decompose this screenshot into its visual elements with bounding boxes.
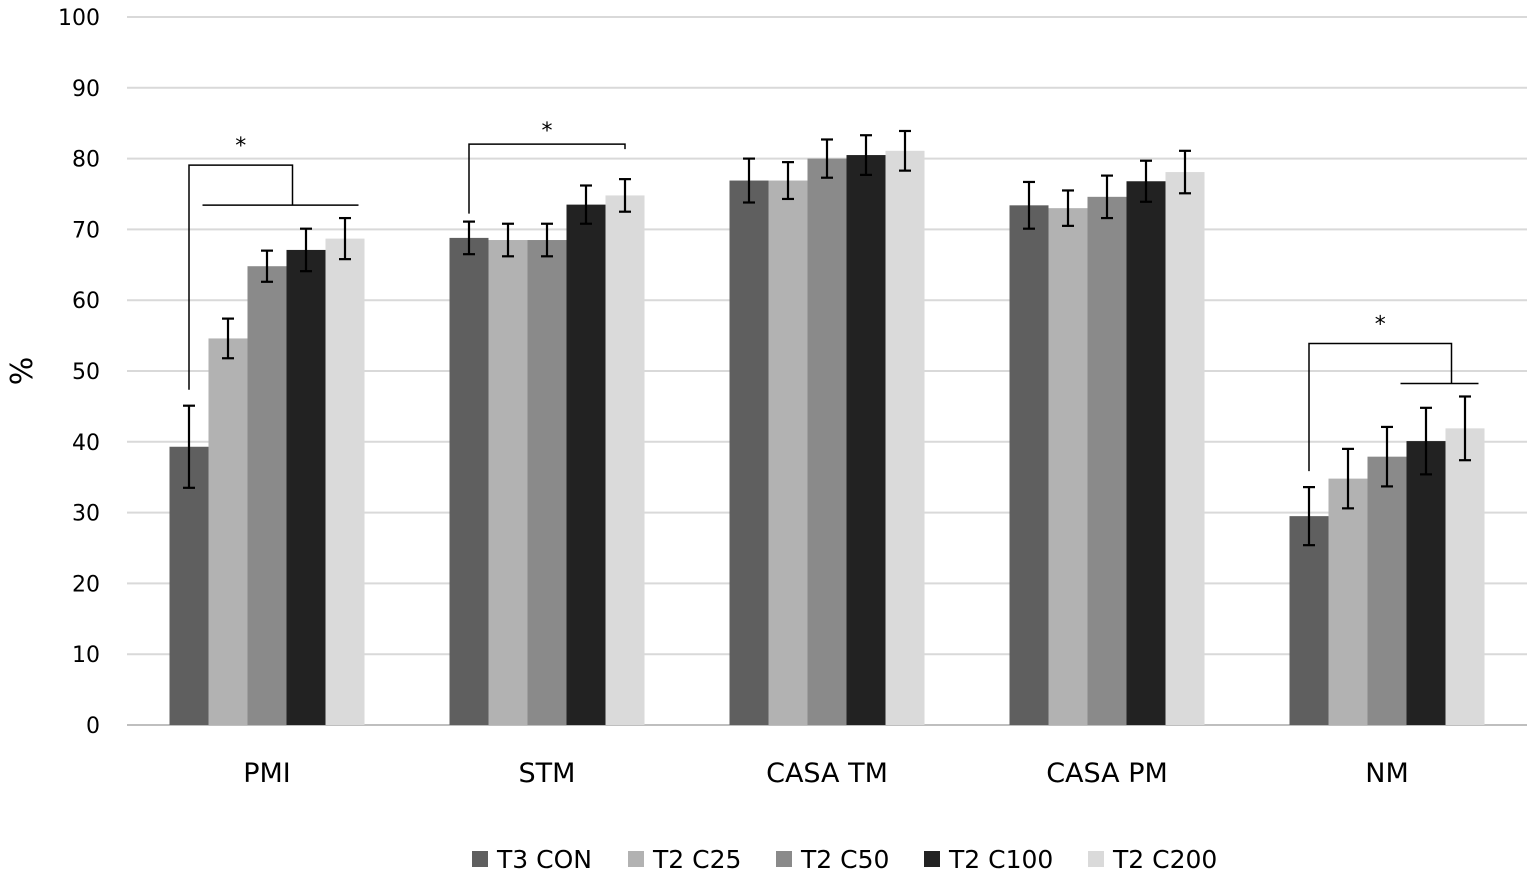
legend: T3 CON T2 C25 T2 C50 T2 C100 T2 C200: [472, 845, 1217, 874]
error-bar: [1179, 149, 1191, 195]
error-bars: [183, 129, 1471, 547]
significance-star: *: [1375, 312, 1386, 337]
y-axis-label: %: [5, 357, 40, 386]
legend-item: T2 C50: [776, 845, 889, 874]
y-tick-label: 10: [72, 643, 100, 668]
legend-swatch: [472, 851, 488, 867]
error-bar: [619, 178, 631, 213]
legend-label: T2 C25: [652, 845, 741, 874]
bars: [169, 150, 1485, 726]
bracket-line: [1308, 342, 1453, 472]
legend-label: T2 C200: [1112, 845, 1217, 874]
error-bar: [300, 227, 312, 273]
error-bar: [1140, 159, 1152, 203]
legend-swatch: [628, 851, 644, 867]
error-bar: [261, 249, 273, 283]
significance-star: *: [542, 119, 553, 144]
bar: [1406, 441, 1446, 725]
error-bar: [743, 157, 755, 204]
x-category-label: PMI: [243, 758, 291, 789]
bar: [1445, 428, 1485, 725]
bar: [885, 150, 925, 725]
y-tick-label: 70: [72, 218, 100, 243]
significance-bracket: *: [188, 134, 359, 390]
bar: [286, 249, 326, 725]
x-category-label: CASA PM: [1046, 758, 1168, 789]
bar: [605, 195, 645, 725]
y-tick-label: 100: [58, 6, 100, 31]
significance-star: *: [235, 134, 246, 159]
bracket-line: [468, 143, 626, 214]
x-category-label: STM: [519, 758, 576, 789]
error-bar: [1342, 447, 1354, 510]
y-tick-label: 80: [72, 148, 100, 173]
x-category-label: CASA TM: [766, 758, 888, 789]
legend-item: T2 C200: [1088, 845, 1217, 874]
error-bar: [782, 161, 794, 201]
bar: [488, 240, 528, 725]
bar: [768, 180, 808, 726]
bar: [169, 446, 209, 725]
error-bar: [860, 134, 872, 176]
legend-label: T2 C100: [948, 845, 1053, 874]
error-bar: [502, 222, 514, 258]
bar: [729, 180, 769, 726]
legend-swatch: [1088, 851, 1104, 867]
y-tick-label: 20: [72, 572, 100, 597]
y-tick-label: 30: [72, 502, 100, 527]
bar: [449, 237, 489, 725]
significance-bracket: *: [468, 119, 626, 214]
error-bar: [339, 216, 351, 261]
bar: [566, 204, 606, 725]
error-bar: [541, 222, 553, 258]
bar: [1367, 456, 1407, 725]
significance-brackets: * * *: [188, 119, 1479, 472]
bar: [1048, 208, 1088, 725]
error-bar: [899, 129, 911, 172]
error-bar: [183, 404, 195, 489]
error-bar: [463, 220, 475, 256]
y-axis-ticks: 0 10 20 30 40 50 60 70 80 90 100: [58, 6, 100, 739]
x-axis-categories: PMI STM CASA TM CASA PM NM: [243, 758, 1409, 789]
error-bar: [222, 317, 234, 360]
bar: [527, 240, 567, 725]
bar: [1165, 172, 1205, 725]
bar: [807, 158, 847, 726]
error-bar: [580, 184, 592, 225]
bracket-line: [188, 164, 294, 390]
legend-item: T2 C25: [628, 845, 741, 874]
bar: [1009, 205, 1049, 725]
bar: [1289, 516, 1329, 725]
legend-swatch: [924, 851, 940, 867]
legend-swatch: [776, 851, 792, 867]
legend-item: T2 C100: [924, 845, 1053, 874]
error-bar: [1381, 425, 1393, 488]
error-bar: [821, 138, 833, 179]
bar: [1328, 478, 1368, 725]
error-bar: [1062, 189, 1074, 227]
y-tick-label: 50: [72, 360, 100, 385]
bar: [247, 266, 287, 725]
bar: [1126, 181, 1166, 726]
error-bar: [1420, 406, 1432, 476]
error-bar: [1459, 395, 1471, 462]
legend-label: T3 CON: [496, 845, 592, 874]
bar: [325, 238, 365, 725]
error-bar: [1303, 486, 1315, 547]
legend-item: T3 CON: [472, 845, 592, 874]
y-tick-label: 60: [72, 289, 100, 314]
significance-bracket: *: [1308, 312, 1479, 472]
bar: [846, 155, 886, 725]
y-tick-label: 40: [72, 431, 100, 456]
y-tick-label: 0: [86, 714, 100, 739]
x-category-label: NM: [1365, 758, 1409, 789]
error-bar: [1101, 174, 1113, 220]
y-tick-label: 90: [72, 77, 100, 102]
bar: [1087, 196, 1127, 725]
bar: [208, 338, 248, 725]
error-bar: [1023, 180, 1035, 230]
legend-label: T2 C50: [800, 845, 889, 874]
